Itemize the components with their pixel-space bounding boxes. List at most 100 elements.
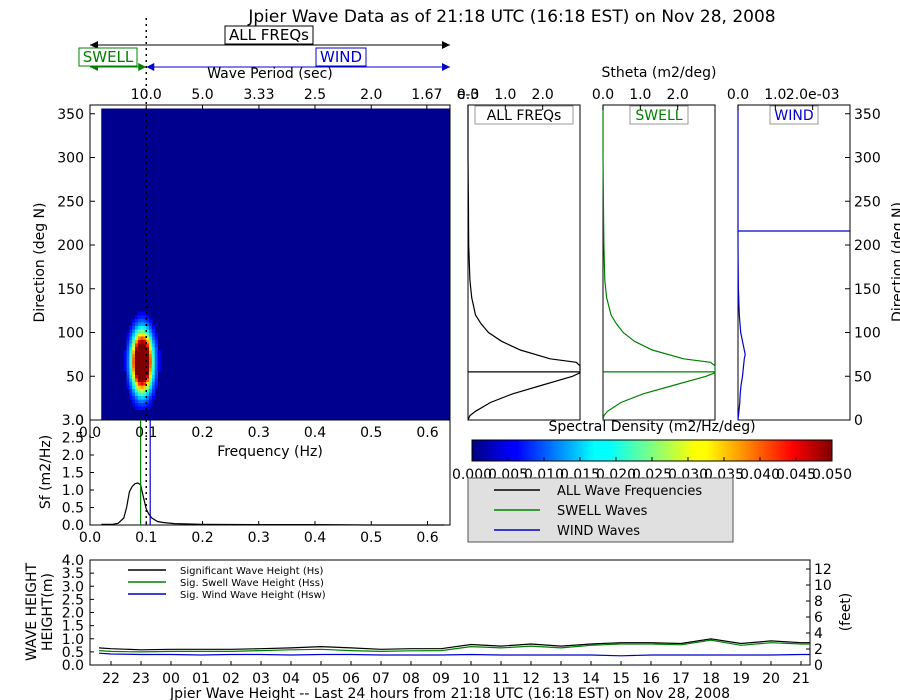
heatmap-cell: [140, 343, 144, 347]
heatmap-cell: [126, 357, 130, 361]
heatmap-cell: [143, 381, 147, 386]
stheta-right-axis-label: Direction (deg N): [890, 202, 900, 322]
heatmap-cell: [143, 378, 147, 382]
all-freq-label-box: [224, 25, 314, 45]
heatmap-cell: [143, 374, 147, 379]
heatmap-cell: [137, 318, 142, 323]
heatmap-cell: [135, 364, 139, 368]
history-x-tick-label: 00: [162, 671, 180, 687]
history-x-tick-label: 14: [582, 671, 600, 687]
heatmap-cell: [157, 350, 161, 354]
heatmap-cell: [146, 350, 150, 354]
heatmap-cell: [154, 367, 158, 372]
stheta-panel-swell: SWELL 0.0 1.0 2.0: [592, 87, 716, 421]
heatmap-cell: [140, 406, 144, 410]
history-y-tick-label: 0.0: [62, 658, 84, 674]
heatmap-cell: [129, 360, 133, 365]
heatmap-cell: [154, 385, 158, 389]
heatmap-y-tick-label: 0: [75, 413, 84, 429]
history-x-tick-label: 08: [402, 671, 420, 687]
history-series-line: [98, 638, 810, 651]
frequency-spectrum-plot: 0.00.51.01.52.02.53.00.00.00.10.10.20.20…: [38, 413, 451, 546]
heatmap-cell: [132, 381, 136, 386]
heatmap-cell: [140, 346, 144, 351]
heatmap-cell: [140, 402, 144, 407]
heatmap-cell: [137, 367, 142, 372]
heatmap-cell: [135, 399, 139, 403]
heatmap-cell: [132, 378, 136, 382]
heatmap-cell: [129, 343, 133, 347]
all-freq-label: ALL FREQs: [229, 26, 309, 44]
heatmap-cell: [154, 339, 158, 344]
heatmap-cell: [126, 381, 130, 386]
spectrum-y-tick-label: 0.5: [62, 501, 84, 517]
stheta-axis-label: Stheta (m2/deg): [602, 65, 717, 81]
heatmap-cell: [143, 388, 147, 393]
heatmap-cell: [149, 378, 153, 382]
colorbar-tick-label: 0.040: [740, 467, 780, 483]
heatmap-cell: [149, 360, 153, 365]
stheta-x-tick-label: 1.0: [629, 87, 651, 103]
history-y-tick-label: 1.0: [62, 632, 84, 648]
heatmap-cell: [126, 371, 130, 375]
period-tick-label: 2.5: [304, 87, 326, 103]
heatmap-cell: [143, 371, 147, 375]
heatmap-cell: [149, 318, 153, 323]
colorbar: Spectral Density (m2/Hz/deg)0.0000.0050.…: [452, 419, 852, 483]
stheta-panels: ALL FREQs 0.0 1.0 2.0 SWELL 0.0 1.0 2.0 WIND 0.0 1…: [457, 65, 900, 429]
heatmap-cell: [146, 360, 150, 365]
heatmap-cell: [123, 357, 128, 361]
history-y-tick-label: 2.0: [62, 606, 84, 622]
heatmap-y-tick-label: 350: [57, 107, 84, 123]
heatmap-cell: [137, 343, 142, 347]
spectrum-curve: [101, 482, 445, 526]
heatmap-cell: [146, 343, 150, 347]
heatmap-y-axis-label: Direction (deg N): [32, 203, 48, 323]
heatmap-cell: [140, 353, 144, 358]
heatmap-cell: [151, 325, 156, 330]
heatmap-cell: [135, 406, 139, 410]
heatmap-cell: [151, 336, 156, 340]
history-legend-label: Sig. Swell Wave Height (Hss): [180, 578, 324, 589]
history-y-tick-label: 3.5: [62, 566, 84, 582]
history-y-tick-label: 2.5: [62, 592, 84, 608]
heatmap-cell: [129, 364, 133, 368]
heatmap-y-tick-label: 100: [57, 326, 84, 342]
heatmap-cell: [132, 329, 136, 333]
directional-spectrum-heatmap: 0 50 100 150 200 250 300 350 Direction (deg N) 10…: [32, 18, 451, 429]
heatmap-cell: [146, 339, 150, 344]
heatmap-cell: [132, 392, 136, 396]
heatmap-cell: [154, 371, 158, 375]
heatmap-cell: [135, 367, 139, 372]
heatmap-cell: [137, 378, 142, 382]
history-y-axis-label-1: WAVE HEIGHT: [24, 563, 40, 662]
history-x-tick-label: 19: [732, 671, 750, 687]
heatmap-cell: [129, 392, 133, 396]
heatmap-cell: [132, 367, 136, 372]
heatmap-cell: [143, 325, 147, 330]
heatmap-cell: [137, 399, 142, 403]
heatmap-cell: [151, 364, 156, 368]
history-x-tick-label: 21: [792, 671, 810, 687]
heatmap-cell: [143, 357, 147, 361]
heatmap-cell: [129, 353, 133, 358]
heatmap-cell: [135, 315, 139, 319]
heatmap-cell: [137, 315, 142, 319]
heatmap-cell: [140, 318, 144, 323]
stheta-curve: [737, 105, 746, 421]
heatmap-cell: [137, 346, 142, 351]
stheta-right-tick-label: 350: [854, 107, 881, 123]
heatmap-cell: [132, 402, 136, 407]
heatmap-cell: [154, 350, 158, 354]
heatmap-cell: [143, 322, 147, 326]
heatmap-cell: [137, 371, 142, 375]
heatmap-cell: [149, 332, 153, 337]
heatmap-cell: [132, 371, 136, 375]
spectrum-x-tick-label: 0.3: [248, 530, 270, 546]
heatmap-cell: [140, 332, 144, 337]
heatmap-cell: [135, 357, 139, 361]
heatmap-cell: [146, 318, 150, 323]
heatmap-cell: [140, 388, 144, 393]
heatmap-cell: [151, 339, 156, 344]
heatmap-cell: [132, 357, 136, 361]
